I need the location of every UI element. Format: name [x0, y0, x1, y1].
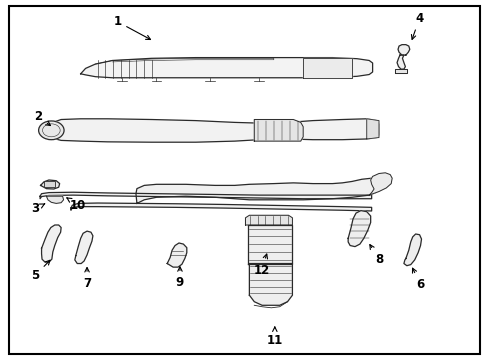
Polygon shape [249, 264, 292, 305]
Text: 6: 6 [412, 268, 424, 291]
Text: 11: 11 [266, 327, 283, 347]
Polygon shape [303, 58, 351, 78]
Polygon shape [46, 196, 63, 203]
Polygon shape [403, 234, 421, 266]
Polygon shape [41, 180, 60, 189]
Text: 7: 7 [83, 267, 91, 290]
Polygon shape [368, 173, 391, 195]
Polygon shape [136, 178, 380, 203]
Circle shape [39, 121, 64, 140]
Text: 12: 12 [253, 254, 269, 276]
Polygon shape [81, 58, 372, 78]
Polygon shape [254, 120, 303, 141]
Polygon shape [40, 192, 371, 199]
Polygon shape [347, 211, 370, 247]
Text: 1: 1 [113, 15, 150, 40]
Bar [44, 181, 55, 187]
Text: 8: 8 [369, 244, 382, 266]
Polygon shape [49, 119, 378, 142]
Polygon shape [366, 119, 378, 139]
Text: 5: 5 [31, 260, 50, 282]
Polygon shape [248, 225, 292, 264]
Polygon shape [394, 69, 406, 73]
Polygon shape [167, 243, 186, 267]
Text: 3: 3 [31, 202, 44, 215]
Polygon shape [397, 45, 409, 55]
Polygon shape [71, 203, 371, 211]
Text: 9: 9 [176, 267, 183, 289]
Text: 2: 2 [34, 111, 50, 126]
Text: 4: 4 [410, 12, 423, 39]
Polygon shape [41, 225, 61, 262]
Polygon shape [245, 215, 292, 225]
Polygon shape [75, 231, 93, 264]
Polygon shape [396, 55, 405, 69]
Text: 10: 10 [67, 198, 86, 212]
